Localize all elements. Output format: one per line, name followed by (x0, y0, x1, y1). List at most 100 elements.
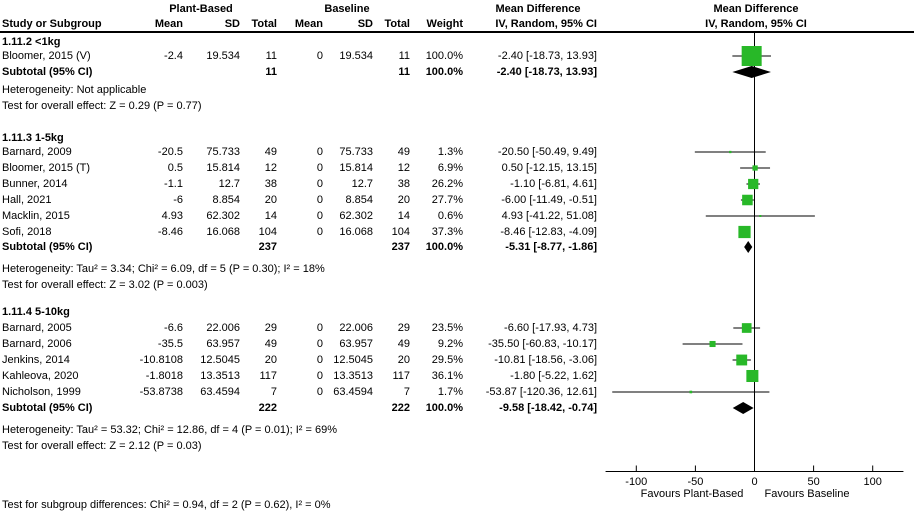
axis-tick-label: -50 (687, 476, 703, 488)
cell-study: Hall, 2021 (2, 194, 52, 206)
cell-weight: 6.9% (437, 162, 463, 174)
cell-md-ci: -6.00 [-11.49, -0.51] (501, 194, 597, 206)
cell-study: Bloomer, 2015 (T) (2, 162, 91, 174)
subtotal-row: Subtotal (95% CI) 237 237 100.0% -5.31 [… (0, 239, 914, 255)
subtotal-label: Subtotal (95% CI) (2, 402, 93, 414)
cell-sd-baseline: 62.302 (339, 210, 373, 222)
cell-total-baseline: 38 (397, 178, 410, 190)
header-weight: Weight (426, 18, 463, 30)
cell-total-baseline: 49 (397, 146, 410, 158)
cell-weight: 29.5% (431, 354, 463, 366)
cell-mean-plant: -1.1 (164, 178, 183, 190)
effect-square (748, 178, 759, 190)
subtotal-label: Subtotal (95% CI) (2, 66, 93, 78)
cell-sd-baseline: 75.733 (339, 146, 373, 158)
effect-square (689, 390, 693, 394)
cell-total-plant: 7 (270, 386, 277, 398)
cell-weight: 26.2% (431, 178, 463, 190)
cell-study: Macklin, 2015 (2, 210, 70, 222)
heterogeneity-row: Heterogeneity: Not applicable (0, 82, 914, 98)
overall-effect-row: Test for overall effect: Z = 0.29 (P = 0… (0, 98, 914, 114)
cell-mean-baseline: 0 (316, 162, 323, 174)
study-row: Barnard, 2005 -6.6 22.006 29 0 22.006 29… (0, 320, 914, 336)
cell-total-plant: 14 (264, 210, 277, 222)
subgroup-title-label: 1.11.3 1-5kg (2, 132, 64, 144)
cell-study: Bunner, 2014 (2, 178, 68, 190)
overall-effect-text: Test for overall effect: Z = 2.12 (P = 0… (2, 440, 202, 452)
cell-md-ci: 0.50 [-12.15, 13.15] (501, 162, 597, 174)
cell-mean-plant: -53.8738 (139, 386, 183, 398)
subtotal-md-ci: -2.40 [-18.73, 13.93] (496, 66, 597, 78)
cell-weight: 23.5% (431, 322, 463, 334)
cell-md-ci: 4.93 [-41.22, 51.08] (501, 210, 597, 222)
subtotal-total-plant: 11 (265, 66, 277, 78)
subtotal-diamond (732, 402, 754, 414)
cell-md-ci: -2.40 [-18.73, 13.93] (497, 50, 597, 62)
axis-tick-label: 50 (807, 476, 819, 488)
cell-total-plant: 11 (265, 50, 277, 62)
subtotal-row: Subtotal (95% CI) 222 222 100.0% -9.58 [… (0, 400, 914, 416)
cell-sd-baseline: 12.7 (351, 178, 373, 190)
cell-sd-baseline: 15.814 (339, 162, 373, 174)
cell-mean-plant: -6 (173, 194, 183, 206)
header-mean-plant: Mean (154, 18, 183, 30)
subtotal-md-ci: -9.58 [-18.42, -0.74] (499, 402, 597, 414)
cell-sd-plant: 12.7 (218, 178, 240, 190)
cell-sd-baseline: 19.534 (339, 50, 373, 62)
cell-mean-plant: -6.6 (164, 322, 183, 334)
cell-md-ci: -53.87 [-120.36, 12.61] (485, 386, 597, 398)
overall-effect-text: Test for overall effect: Z = 3.02 (P = 0… (2, 279, 208, 291)
cell-total-baseline: 12 (397, 162, 410, 174)
cell-total-plant: 20 (264, 194, 277, 206)
subtotal-row: Subtotal (95% CI) 11 11 100.0% -2.40 [-1… (0, 64, 914, 80)
cell-study: Barnard, 2006 (2, 338, 72, 350)
group-header-baseline: Baseline (324, 3, 370, 15)
study-row: Jenkins, 2014 -10.8108 12.5045 20 0 12.5… (0, 352, 914, 368)
cell-sd-plant: 22.006 (206, 322, 240, 334)
header-sd-baseline: SD (357, 18, 373, 30)
cell-weight: 27.7% (431, 194, 463, 206)
study-row: Bloomer, 2015 (T) 0.5 15.814 12 0 15.814… (0, 160, 914, 176)
subtotal-total-baseline: 222 (391, 402, 410, 414)
group-header-md-plot: Mean Difference (713, 3, 799, 15)
cell-study: Barnard, 2009 (2, 146, 72, 158)
heterogeneity-text: Heterogeneity: Tau² = 3.34; Chi² = 6.09,… (2, 263, 325, 275)
cell-total-plant: 38 (264, 178, 277, 190)
cell-md-ci: -35.50 [-60.83, -10.17] (488, 338, 597, 350)
study-row: Barnard, 2009 -20.5 75.733 49 0 75.733 4… (0, 144, 914, 160)
subgroup-title-label: 1.11.4 5-10kg (2, 306, 70, 318)
study-row: Sofi, 2018 -8.46 16.068 104 0 16.068 104… (0, 224, 914, 240)
header-study: Study or Subgroup (2, 18, 102, 30)
cell-sd-plant: 13.3513 (200, 370, 240, 382)
cell-total-baseline: 117 (392, 370, 410, 382)
cell-mean-plant: 4.93 (161, 210, 183, 222)
effect-square (752, 165, 758, 171)
cell-weight: 100.0% (425, 50, 463, 62)
cell-mean-baseline: 0 (316, 386, 323, 398)
cell-sd-baseline: 63.957 (339, 338, 373, 350)
header-mean-baseline: Mean (294, 18, 323, 30)
cell-mean-plant: -8.46 (157, 226, 183, 238)
effect-square (729, 150, 732, 154)
cell-mean-baseline: 0 (316, 226, 323, 238)
cell-total-baseline: 11 (398, 50, 410, 62)
cell-total-plant: 29 (264, 322, 277, 334)
study-row: Macklin, 2015 4.93 62.302 14 0 62.302 14… (0, 208, 914, 224)
axis-tick-label: -100 (625, 476, 647, 488)
cell-weight: 37.3% (431, 226, 463, 238)
cell-md-ci: -1.80 [-5.22, 1.62] (510, 370, 597, 382)
study-row: Hall, 2021 -6 8.854 20 0 8.854 20 27.7% … (0, 192, 914, 208)
cell-sd-baseline: 8.854 (345, 194, 373, 206)
group-header-plant-based: Plant-Based (169, 3, 233, 15)
cell-sd-baseline: 16.068 (339, 226, 373, 238)
cell-total-baseline: 20 (397, 354, 410, 366)
axis-favours-row: Favours Plant-Based Favours Baseline (0, 486, 914, 502)
cell-mean-baseline: 0 (316, 210, 323, 222)
cell-mean-baseline: 0 (316, 50, 323, 62)
cell-total-plant: 12 (264, 162, 277, 174)
study-row: Barnard, 2006 -35.5 63.957 49 0 63.957 4… (0, 336, 914, 352)
cell-total-baseline: 20 (397, 194, 410, 206)
cell-mean-plant: 0.5 (167, 162, 183, 174)
